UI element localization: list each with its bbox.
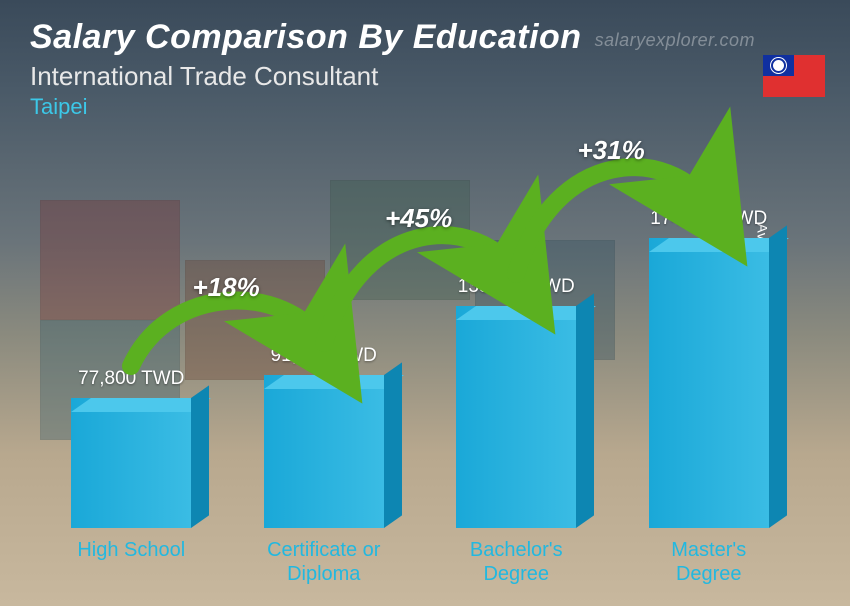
category-label: Bachelor'sDegree bbox=[430, 538, 603, 586]
bar-value-label: 91,600 TWD bbox=[271, 345, 377, 367]
bar-shape bbox=[71, 398, 191, 528]
category-label: Master'sDegree bbox=[623, 538, 796, 586]
bar-2: 133,000 TWD bbox=[430, 276, 603, 528]
location-label: Taipei bbox=[30, 94, 820, 120]
page-title: Salary Comparison By Education bbox=[30, 18, 820, 57]
page-subtitle: International Trade Consultant bbox=[30, 61, 820, 92]
bar-value-label: 174,000 TWD bbox=[650, 208, 767, 230]
bar-0: 77,800 TWD bbox=[45, 368, 218, 528]
bar-shape bbox=[456, 306, 576, 528]
bar-value-label: 77,800 TWD bbox=[78, 368, 184, 390]
bar-3: 174,000 TWD bbox=[623, 208, 796, 528]
category-label: High School bbox=[45, 538, 218, 586]
bar-chart: 77,800 TWD 91,600 TWD 133,000 TWD 174,000 T… bbox=[45, 150, 795, 586]
category-label: Certificate orDiploma bbox=[238, 538, 411, 586]
bar-shape bbox=[264, 375, 384, 528]
bar-1: 91,600 TWD bbox=[238, 345, 411, 528]
bar-shape bbox=[649, 238, 769, 528]
bar-value-label: 133,000 TWD bbox=[458, 276, 575, 298]
header: Salary Comparison By Education Internati… bbox=[30, 18, 820, 120]
